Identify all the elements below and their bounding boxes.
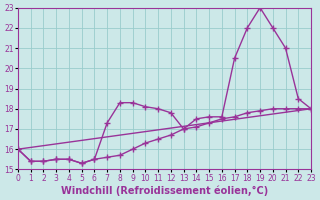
X-axis label: Windchill (Refroidissement éolien,°C): Windchill (Refroidissement éolien,°C) <box>61 185 268 196</box>
